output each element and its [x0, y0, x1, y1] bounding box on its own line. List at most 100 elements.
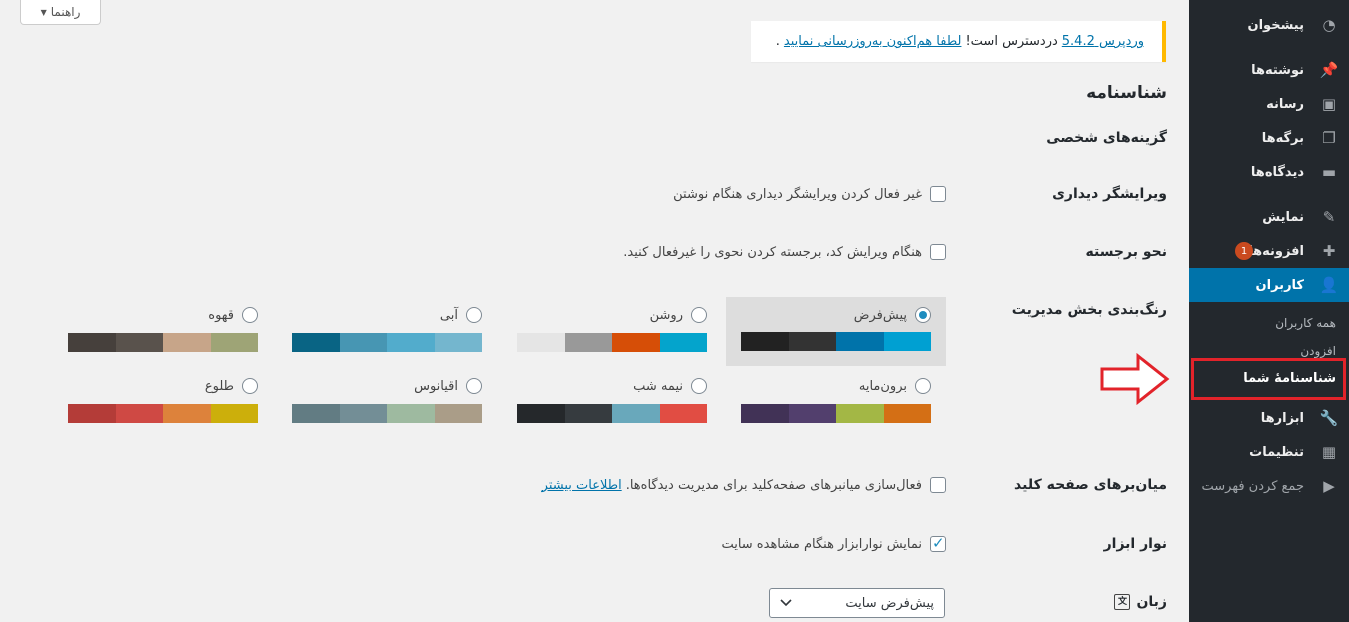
help-button[interactable]: راهنما ▼	[20, 0, 101, 25]
scheme-swatches	[68, 404, 258, 423]
update-count-badge: 1	[1235, 242, 1253, 260]
sidebar-item-label: نوشته‌ها	[1251, 62, 1304, 78]
shortcuts-option[interactable]: فعال‌سازی میانبرهای صفحه‌کلید برای مدیری…	[542, 477, 946, 493]
scheme-name: پیش‌فرض	[853, 307, 907, 323]
sidebar-item-comments[interactable]: ▬ دیدگاه‌ها	[1189, 155, 1349, 189]
swatch	[564, 333, 612, 352]
swatch	[434, 404, 482, 423]
sidebar-item-label: دیدگاه‌ها	[1250, 164, 1304, 180]
scheme-default[interactable]: پیش‌فرض	[726, 297, 946, 366]
language-select[interactable]: پیش‌فرض سایت	[769, 588, 945, 618]
scheme-swatches	[292, 333, 482, 352]
scheme-radio[interactable]	[466, 378, 482, 394]
wordpress-version-link[interactable]: وردپرس 5.4.2	[1061, 34, 1144, 49]
sidebar-item-label: ابزارها	[1260, 410, 1304, 426]
scheme-radio[interactable]	[915, 307, 931, 323]
syntax-text: هنگام ویرایش کد، برجسته کردن نحوی را غیر…	[623, 244, 922, 260]
toolbar-text: نمایش نوارابزار هنگام مشاهده سایت	[721, 536, 922, 552]
toolbar-option[interactable]: نمایش نوارابزار هنگام مشاهده سایت	[721, 534, 946, 552]
sidebar-item-label: تنظیمات	[1249, 444, 1304, 460]
update-now-link[interactable]: لطفا هم‌اکنون به‌روزرسانی نمایید	[783, 34, 962, 49]
visual-editor-option[interactable]: غیر فعال کردن ویرایشگر دیداری هنگام نوشت…	[673, 186, 946, 202]
swatch	[883, 404, 931, 423]
sidebar-item-label: برگه‌ها	[1261, 130, 1304, 146]
syntax-label: نحو برجسته	[1085, 244, 1167, 260]
sidebar-item-plugins[interactable]: ✚ افزونه‌ها 1	[1189, 234, 1349, 268]
scheme-light[interactable]: روشن	[517, 307, 707, 367]
sidebar-item-label: رسانه	[1266, 96, 1304, 112]
syntax-option[interactable]: هنگام ویرایش کد، برجسته کردن نحوی را غیر…	[623, 244, 946, 260]
scheme-name: نیمه شب	[633, 378, 683, 394]
scheme-midnight[interactable]: نیمه شب	[517, 378, 707, 438]
language-label: زبان	[1136, 594, 1167, 610]
scheme-swatches	[517, 333, 707, 352]
swatch	[836, 332, 884, 351]
notice-end: .	[775, 34, 780, 49]
pages-icon: ❐	[1322, 129, 1336, 147]
section-title: گزینه‌های شخصی	[1046, 130, 1167, 146]
swatch	[163, 333, 211, 352]
swatch	[339, 333, 387, 352]
submenu-label: شناسنامهٔ شما	[1243, 371, 1336, 386]
update-notice: وردپرس 5.4.2 دردسترس است! لطفا هم‌اکنون …	[751, 21, 1166, 62]
sidebar-item-pages[interactable]: ❐ برگه‌ها	[1189, 121, 1349, 155]
media-icon: ▣	[1321, 95, 1337, 113]
scheme-radio[interactable]	[691, 307, 707, 323]
sidebar-item-label: جمع کردن فهرست	[1201, 478, 1304, 494]
sidebar-item-label: افزونه‌ها	[1248, 243, 1304, 259]
scheme-radio[interactable]	[242, 307, 258, 323]
sidebar-item-appearance[interactable]: ✎ نمایش	[1189, 200, 1349, 234]
swatch	[659, 404, 707, 423]
swatch	[163, 404, 211, 423]
sidebar-item-dashboard[interactable]: ◔ پیشخوان	[1189, 8, 1349, 42]
arrow-right-icon	[1100, 353, 1170, 405]
sidebar-item-label: نمایش	[1262, 209, 1304, 225]
swatch	[659, 333, 707, 352]
toolbar-checkbox[interactable]	[930, 534, 946, 552]
notice-text: دردسترس است!	[965, 34, 1058, 49]
swatch	[836, 404, 884, 423]
shortcuts-checkbox[interactable]	[930, 477, 946, 493]
scheme-sunrise[interactable]: طلوع	[68, 378, 258, 438]
sidebar-item-tools[interactable]: 🔧 ابزارها	[1189, 401, 1349, 435]
swatch	[210, 404, 258, 423]
swatch	[68, 333, 116, 352]
scheme-ocean[interactable]: اقیانوس	[292, 378, 482, 438]
page-title: شناسنامه	[1086, 83, 1167, 103]
scheme-radio[interactable]	[691, 378, 707, 394]
scheme-ectoplasm[interactable]: برون‌مایه	[741, 378, 931, 438]
scheme-coffee[interactable]: قهوه	[68, 307, 258, 367]
settings-icon: ▦	[1321, 443, 1337, 461]
sidebar-item-settings[interactable]: ▦ تنظیمات	[1189, 435, 1349, 469]
shortcuts-text: فعال‌سازی میانبرهای صفحه‌کلید برای مدیری…	[625, 477, 922, 493]
comments-icon: ▬	[1321, 163, 1337, 181]
collapse-menu-button[interactable]: ▶ جمع کردن فهرست	[1189, 469, 1349, 503]
scheme-radio[interactable]	[242, 378, 258, 394]
swatch	[741, 332, 789, 351]
swatch	[292, 404, 340, 423]
scheme-name: قهوه	[208, 307, 234, 323]
scheme-name: اقیانوس	[414, 378, 458, 394]
syntax-checkbox[interactable]	[930, 244, 946, 260]
scheme-swatches	[741, 404, 931, 423]
swatch	[210, 333, 258, 352]
scheme-radio[interactable]	[466, 307, 482, 323]
sidebar-item-media[interactable]: ▣ رسانه	[1189, 87, 1349, 121]
visual-editor-checkbox[interactable]	[930, 186, 946, 202]
more-info-link[interactable]: اطلاعات بیشتر	[541, 477, 622, 493]
scheme-radio[interactable]	[915, 378, 931, 394]
appearance-icon: ✎	[1322, 208, 1336, 226]
sidebar-item-users[interactable]: 👤 کاربران	[1181, 268, 1349, 302]
swatch	[883, 332, 931, 351]
sidebar-item-posts[interactable]: 📌 نوشته‌ها	[1189, 53, 1349, 87]
color-scheme-label: رنگ‌بندی بخش مدیریت	[1011, 302, 1167, 318]
collapse-icon: ▶	[1323, 477, 1335, 495]
help-label: راهنما	[50, 5, 81, 19]
users-icon: 👤	[1319, 276, 1339, 294]
swatch	[612, 404, 660, 423]
scheme-blue[interactable]: آبی	[292, 307, 482, 367]
swatch	[387, 333, 435, 352]
scheme-name: طلوع	[204, 378, 234, 394]
swatch	[788, 332, 836, 351]
visual-editor-label: ویرایشگر دیداری	[1052, 186, 1167, 202]
